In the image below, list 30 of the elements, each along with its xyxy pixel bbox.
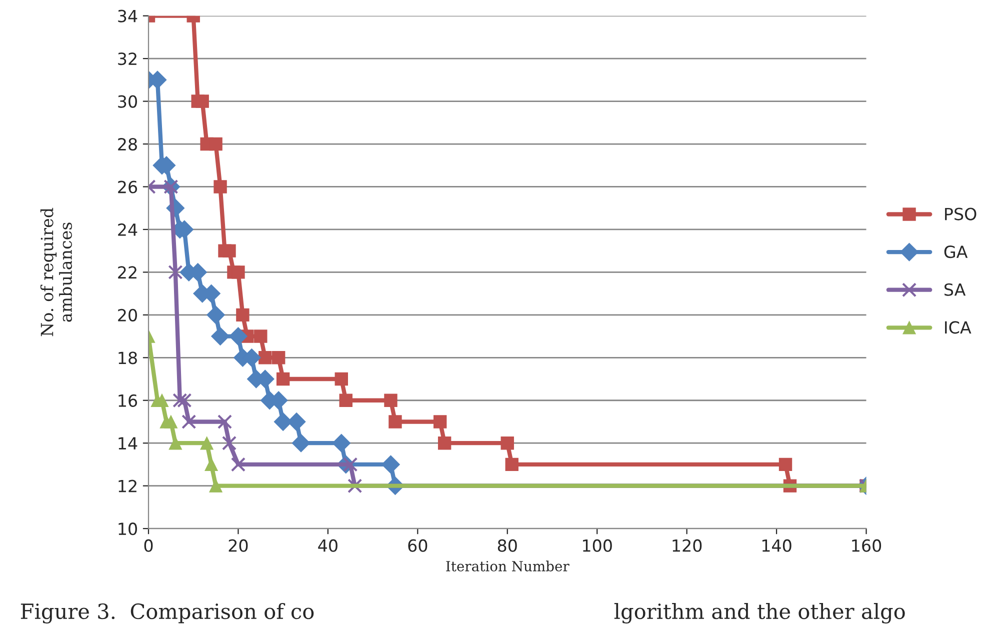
y-tick-label: 30 [118, 95, 137, 108]
legend-label: PSO [945, 208, 976, 220]
text: lgorithm and the other algo [614, 603, 905, 624]
y-tick-label: 14 [118, 437, 138, 450]
caption: Figure 3. Comparison of co [20, 603, 314, 624]
legend-label: GA [944, 246, 968, 258]
y-axis-title: No. of required ambulances [40, 208, 72, 336]
y-tick-label: 28 [118, 138, 137, 151]
x-tick-label: 100 [583, 539, 612, 552]
x-tick-label: 120 [672, 539, 702, 552]
x-tick-label: 160 [852, 539, 882, 552]
x-tick-label: 40 [318, 539, 338, 552]
y-tick-label: 12 [118, 480, 136, 492]
y-tick-label: 22 [118, 266, 136, 279]
y-tick-label: 16 [118, 394, 138, 407]
legend-label: ICA [945, 321, 972, 334]
x-tick-label: 0 [144, 539, 153, 552]
y-tick-label: 32 [118, 52, 136, 66]
y-tick-label: 20 [118, 308, 137, 322]
y-tick-label: 34 [118, 10, 138, 22]
x-tick-label: 20 [228, 539, 248, 552]
y-tick-label: 18 [118, 352, 137, 364]
y-tick-label: 10 [118, 522, 137, 536]
legend-label: SA [944, 283, 966, 296]
y-tick-label: 26 [118, 180, 138, 194]
x-tick-label: 60 [408, 539, 428, 552]
x-axis-title: Iteration Number [446, 560, 570, 572]
x-tick-label: 80 [498, 539, 517, 552]
x-tick-label: 140 [762, 539, 792, 552]
y-tick-label: 24 [118, 223, 138, 236]
